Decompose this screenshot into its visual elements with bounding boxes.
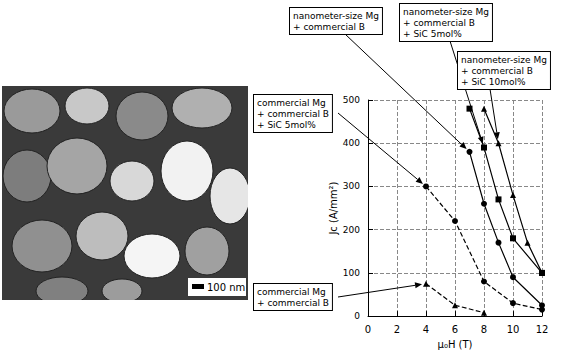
- svg-text:+ SiC 10mol%: + SiC 10mol%: [461, 77, 526, 87]
- svg-text:500: 500: [343, 95, 360, 105]
- svg-text:nanometer-size Mg: nanometer-size Mg: [461, 55, 547, 65]
- svg-text:2: 2: [394, 324, 400, 335]
- svg-text:μ₀H (T): μ₀H (T): [438, 339, 473, 350]
- svg-text:commercial Mg: commercial Mg: [257, 98, 326, 108]
- svg-text:4: 4: [423, 324, 429, 335]
- svg-text:Jc (A/mm²): Jc (A/mm²): [328, 181, 339, 235]
- svg-text:nanometer-size Mg: nanometer-size Mg: [293, 11, 379, 21]
- svg-text:+ SiC 5mol%: + SiC 5mol%: [257, 120, 316, 130]
- svg-text:10: 10: [507, 324, 520, 335]
- svg-text:400: 400: [343, 138, 360, 148]
- svg-text:+ commercial B: + commercial B: [257, 109, 329, 119]
- svg-text:+ commercial B: + commercial B: [403, 18, 475, 28]
- svg-text:12: 12: [536, 324, 549, 335]
- svg-text:nanometer-size Mg: nanometer-size Mg: [403, 7, 489, 17]
- svg-text:100: 100: [343, 268, 360, 278]
- svg-text:0: 0: [354, 311, 360, 321]
- svg-text:8: 8: [481, 324, 487, 335]
- svg-text:100 nm: 100 nm: [207, 282, 245, 293]
- svg-text:300: 300: [343, 181, 360, 191]
- svg-text:+ commercial B: + commercial B: [257, 298, 329, 308]
- svg-text:+ SiC 5mol%: + SiC 5mol%: [403, 29, 462, 39]
- svg-text:200: 200: [343, 225, 360, 235]
- svg-text:+ commercial B: + commercial B: [293, 22, 365, 32]
- svg-text:commercial Mg: commercial Mg: [257, 287, 326, 297]
- svg-text:+ commercial B: + commercial B: [461, 66, 533, 76]
- svg-text:6: 6: [452, 324, 458, 335]
- svg-text:0: 0: [365, 324, 371, 335]
